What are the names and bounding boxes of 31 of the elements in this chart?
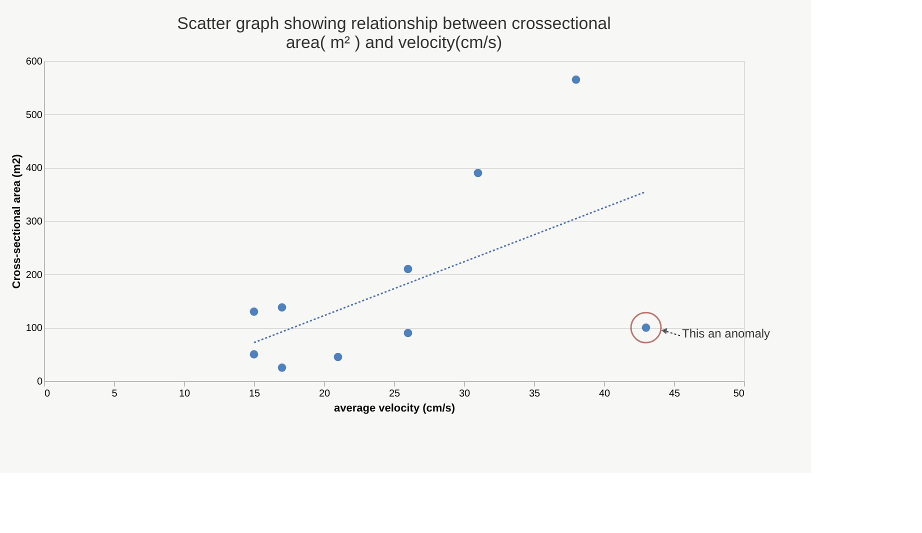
x-tick-label: 30 xyxy=(458,388,470,400)
y-axis-title: Cross-sectional area (m2) xyxy=(10,154,23,289)
point xyxy=(572,75,580,84)
y-tick-label: 300 xyxy=(26,216,43,228)
x-tick-label: 25 xyxy=(388,388,400,400)
x-tick-label: 0 xyxy=(44,388,50,400)
point xyxy=(278,303,286,312)
y-tick-label: 200 xyxy=(26,270,43,281)
point xyxy=(250,307,258,316)
x-tick-label: 45 xyxy=(668,388,680,400)
point xyxy=(278,363,286,372)
point xyxy=(404,328,412,338)
x-tick-label: 20 xyxy=(318,388,330,400)
x-tick-label: 40 xyxy=(598,388,610,400)
annotation: This an anomaly xyxy=(682,326,770,341)
point xyxy=(474,168,482,178)
y-tick-label: 600 xyxy=(26,56,43,68)
y-tick-label: 400 xyxy=(26,163,43,174)
point xyxy=(334,352,342,362)
x-tick-label: 15 xyxy=(248,388,260,400)
y-tick-label: 500 xyxy=(26,110,43,121)
point xyxy=(404,264,412,274)
y-tick-label: 100 xyxy=(26,323,43,334)
x-tick-label: 50 xyxy=(733,388,745,400)
x-tick-label: 35 xyxy=(528,388,540,400)
y-tick-label: 0 xyxy=(36,376,43,388)
x-tick-label: 10 xyxy=(178,388,190,400)
point xyxy=(250,350,258,359)
x-tick-label: 5 xyxy=(112,388,118,400)
chart-title: Scatter graph showing relationship between crossectional area( m² ) and velocity(cm/s) xyxy=(177,14,611,52)
x-axis-title: average velocity (cm/s) xyxy=(334,402,456,414)
